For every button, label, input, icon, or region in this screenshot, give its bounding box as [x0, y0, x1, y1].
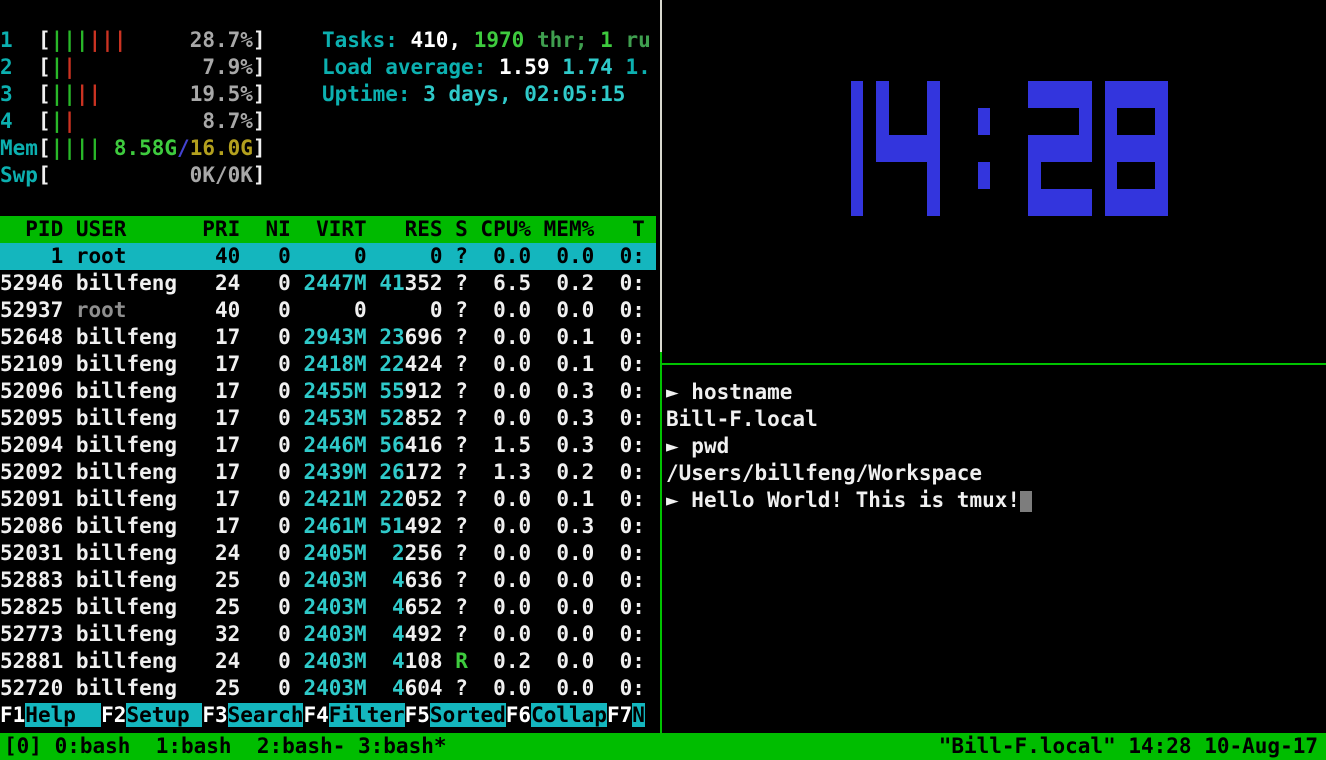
table-row[interactable]: 52094 billfeng 17 0 2446M 56416 ? 1.5 0.… [0, 433, 645, 457]
fkey-f5-button[interactable]: F5Sorted [404, 703, 506, 727]
table-row[interactable]: 52031 billfeng 24 0 2405M 2256 ? 0.0 0.0… [0, 541, 645, 565]
terminal-cursor [1020, 491, 1033, 512]
function-key-bar: F1Help F2Setup F3SearchF4FilterF5SortedF… [0, 702, 656, 729]
clock-digit [1104, 81, 1168, 216]
status-right-host-time: "Bill-F.local" 14:28 10-Aug-17 [938, 734, 1318, 758]
clock-digit [876, 81, 940, 216]
cpu-meter: 1 [|||||| 28.7%] [0, 28, 266, 52]
fkey-f3-button[interactable]: F3Search [202, 703, 304, 727]
table-row[interactable]: 52881 billfeng 24 0 2403M 4108 R 0.2 0.0… [0, 649, 645, 673]
cpu-meter: 2 [|| 7.9%] [0, 55, 266, 79]
clock-digit [800, 81, 864, 216]
table-row[interactable]: 52091 billfeng 17 0 2421M 22052 ? 0.0 0.… [0, 487, 645, 511]
shell-command-line: ► pwd [666, 434, 730, 458]
summary-line: Load average: 1.59 1.74 1. [322, 55, 651, 79]
process-table-header[interactable]: PID USER PRI NI VIRT RES S CPU% MEM% T [0, 216, 656, 243]
fkey-f1-button[interactable]: F1Help [0, 703, 102, 727]
tmux-status-bar: [0] 0:bash 1:bash 2:bash- 3:bash* "Bill-… [0, 733, 1326, 760]
swap-meter: Swp[ 0K/0K] [0, 163, 266, 187]
shell-command-line: ► Hello World! This is tmux! [666, 487, 1033, 514]
table-row[interactable]: 52648 billfeng 17 0 2943M 23696 ? 0.0 0.… [0, 325, 645, 349]
table-row[interactable]: 52109 billfeng 17 0 2418M 22424 ? 0.0 0.… [0, 352, 645, 376]
table-row[interactable]: 52720 billfeng 25 0 2403M 4604 ? 0.0 0.0… [0, 676, 645, 700]
summary-line: Uptime: 3 days, 02:05:15 [322, 82, 626, 106]
table-row[interactable]: 52946 billfeng 24 0 2447M 41352 ? 6.5 0.… [0, 271, 645, 295]
tasks-load-uptime-summary: Tasks: 410, 1970 thr; 1 ru Load average: … [322, 27, 651, 108]
table-row[interactable]: 52096 billfeng 17 0 2455M 55912 ? 0.0 0.… [0, 379, 645, 403]
cpu-meter: 3 [|||| 19.5%] [0, 82, 266, 106]
table-row[interactable]: 52825 billfeng 25 0 2403M 4652 ? 0.0 0.0… [0, 595, 645, 619]
shell-output-line: /Users/billfeng/Workspace [666, 461, 983, 485]
fkey-f2-button[interactable]: F2Setup [101, 703, 203, 727]
tmux-clock [800, 81, 1181, 216]
shell-pane[interactable]: ► hostname Bill-F.local ► pwd/Users/billfe… [666, 379, 1033, 514]
cpu-memory-meters: 1 [|||||| 28.7%] 2 [|| 7.9%] 3 [|||| 19.5%… [0, 27, 656, 189]
table-row[interactable]: 52937 root 40 0 0 0 ? 0.0 0.0 0: [0, 298, 645, 322]
vertical-pane-border[interactable] [660, 0, 662, 352]
blank-row [0, 189, 656, 216]
memory-meter: Mem[|||| 8.58G/16.0G] [0, 136, 266, 160]
shell-output-line: Bill-F.local [666, 407, 818, 431]
table-row[interactable]: 52883 billfeng 25 0 2403M 4636 ? 0.0 0.0… [0, 568, 645, 592]
table-row[interactable]: 52092 billfeng 17 0 2439M 26172 ? 1.3 0.… [0, 460, 645, 484]
summary-line: Tasks: 410, 1970 thr; 1 ru [322, 28, 651, 52]
fkey-f6-button[interactable]: F6Collap [505, 703, 607, 727]
horizontal-pane-border-active[interactable] [662, 363, 1326, 365]
fkey-f7-button[interactable]: F7N [606, 703, 645, 727]
table-row[interactable]: 52086 billfeng 17 0 2461M 51492 ? 0.0 0.… [0, 514, 645, 538]
table-row[interactable]: 52095 billfeng 17 0 2453M 52852 ? 0.0 0.… [0, 406, 645, 430]
cpu-meter: 4 [|| 8.7%] [0, 109, 266, 133]
clock-digit [1028, 81, 1092, 216]
vertical-pane-border-active[interactable] [660, 352, 662, 733]
clock-digit [952, 81, 1015, 216]
process-table: PID USER PRI NI VIRT RES S CPU% MEM% T 1… [0, 216, 656, 702]
htop-pane: 1 [|||||| 28.7%] 2 [|| 7.9%] 3 [|||| 19.5%… [0, 0, 656, 729]
table-row[interactable]: 52773 billfeng 32 0 2403M 4492 ? 0.0 0.0… [0, 622, 645, 646]
fkey-f4-button[interactable]: F4Filter [303, 703, 405, 727]
table-row[interactable]: 1 root 40 0 0 0 ? 0.0 0.0 0: [0, 243, 656, 270]
shell-command-line: ► hostname [666, 380, 793, 404]
process-rows: 1 root 40 0 0 0 ? 0.0 0.0 0: 52946 billfe… [0, 243, 656, 702]
window-list[interactable]: [0] 0:bash 1:bash 2:bash- 3:bash* [4, 734, 447, 758]
